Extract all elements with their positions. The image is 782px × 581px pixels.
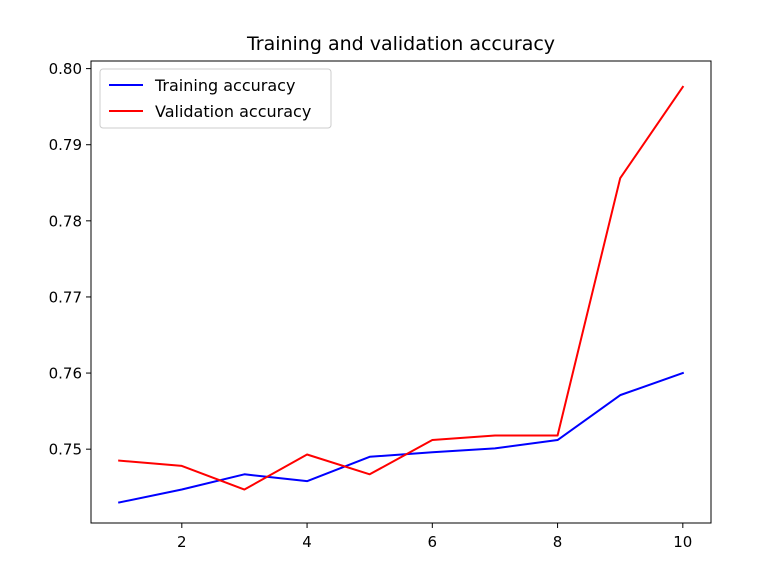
plot-area (117, 85, 685, 504)
x-tick-label: 2 (177, 533, 187, 551)
legend: Training accuracy Validation accuracy (99, 68, 332, 129)
series-line-training (117, 371, 685, 504)
chart-title: Training and validation accuracy (246, 33, 555, 55)
legend-label-validation: Validation accuracy (155, 102, 311, 121)
y-tick-label: 0.76 (49, 365, 82, 383)
legend-label-training: Training accuracy (154, 76, 295, 95)
y-tick-label: 0.80 (49, 60, 82, 78)
x-tick-label: 6 (428, 533, 438, 551)
y-tick-label: 0.77 (49, 288, 82, 306)
y-tick-label: 0.75 (49, 441, 82, 459)
y-tick-label: 0.79 (49, 136, 82, 154)
y-tick-label: 0.78 (49, 212, 82, 230)
x-tick-label: 10 (673, 533, 692, 551)
x-tick-label: 4 (302, 533, 312, 551)
legend-box (99, 68, 332, 129)
axes-frame (90, 60, 712, 524)
axes: 2 4 6 8 10 0.75 0.76 0.77 0.78 0.79 0.80 (49, 60, 712, 551)
x-tick-label: 8 (553, 533, 563, 551)
series-line-validation (118, 85, 685, 491)
